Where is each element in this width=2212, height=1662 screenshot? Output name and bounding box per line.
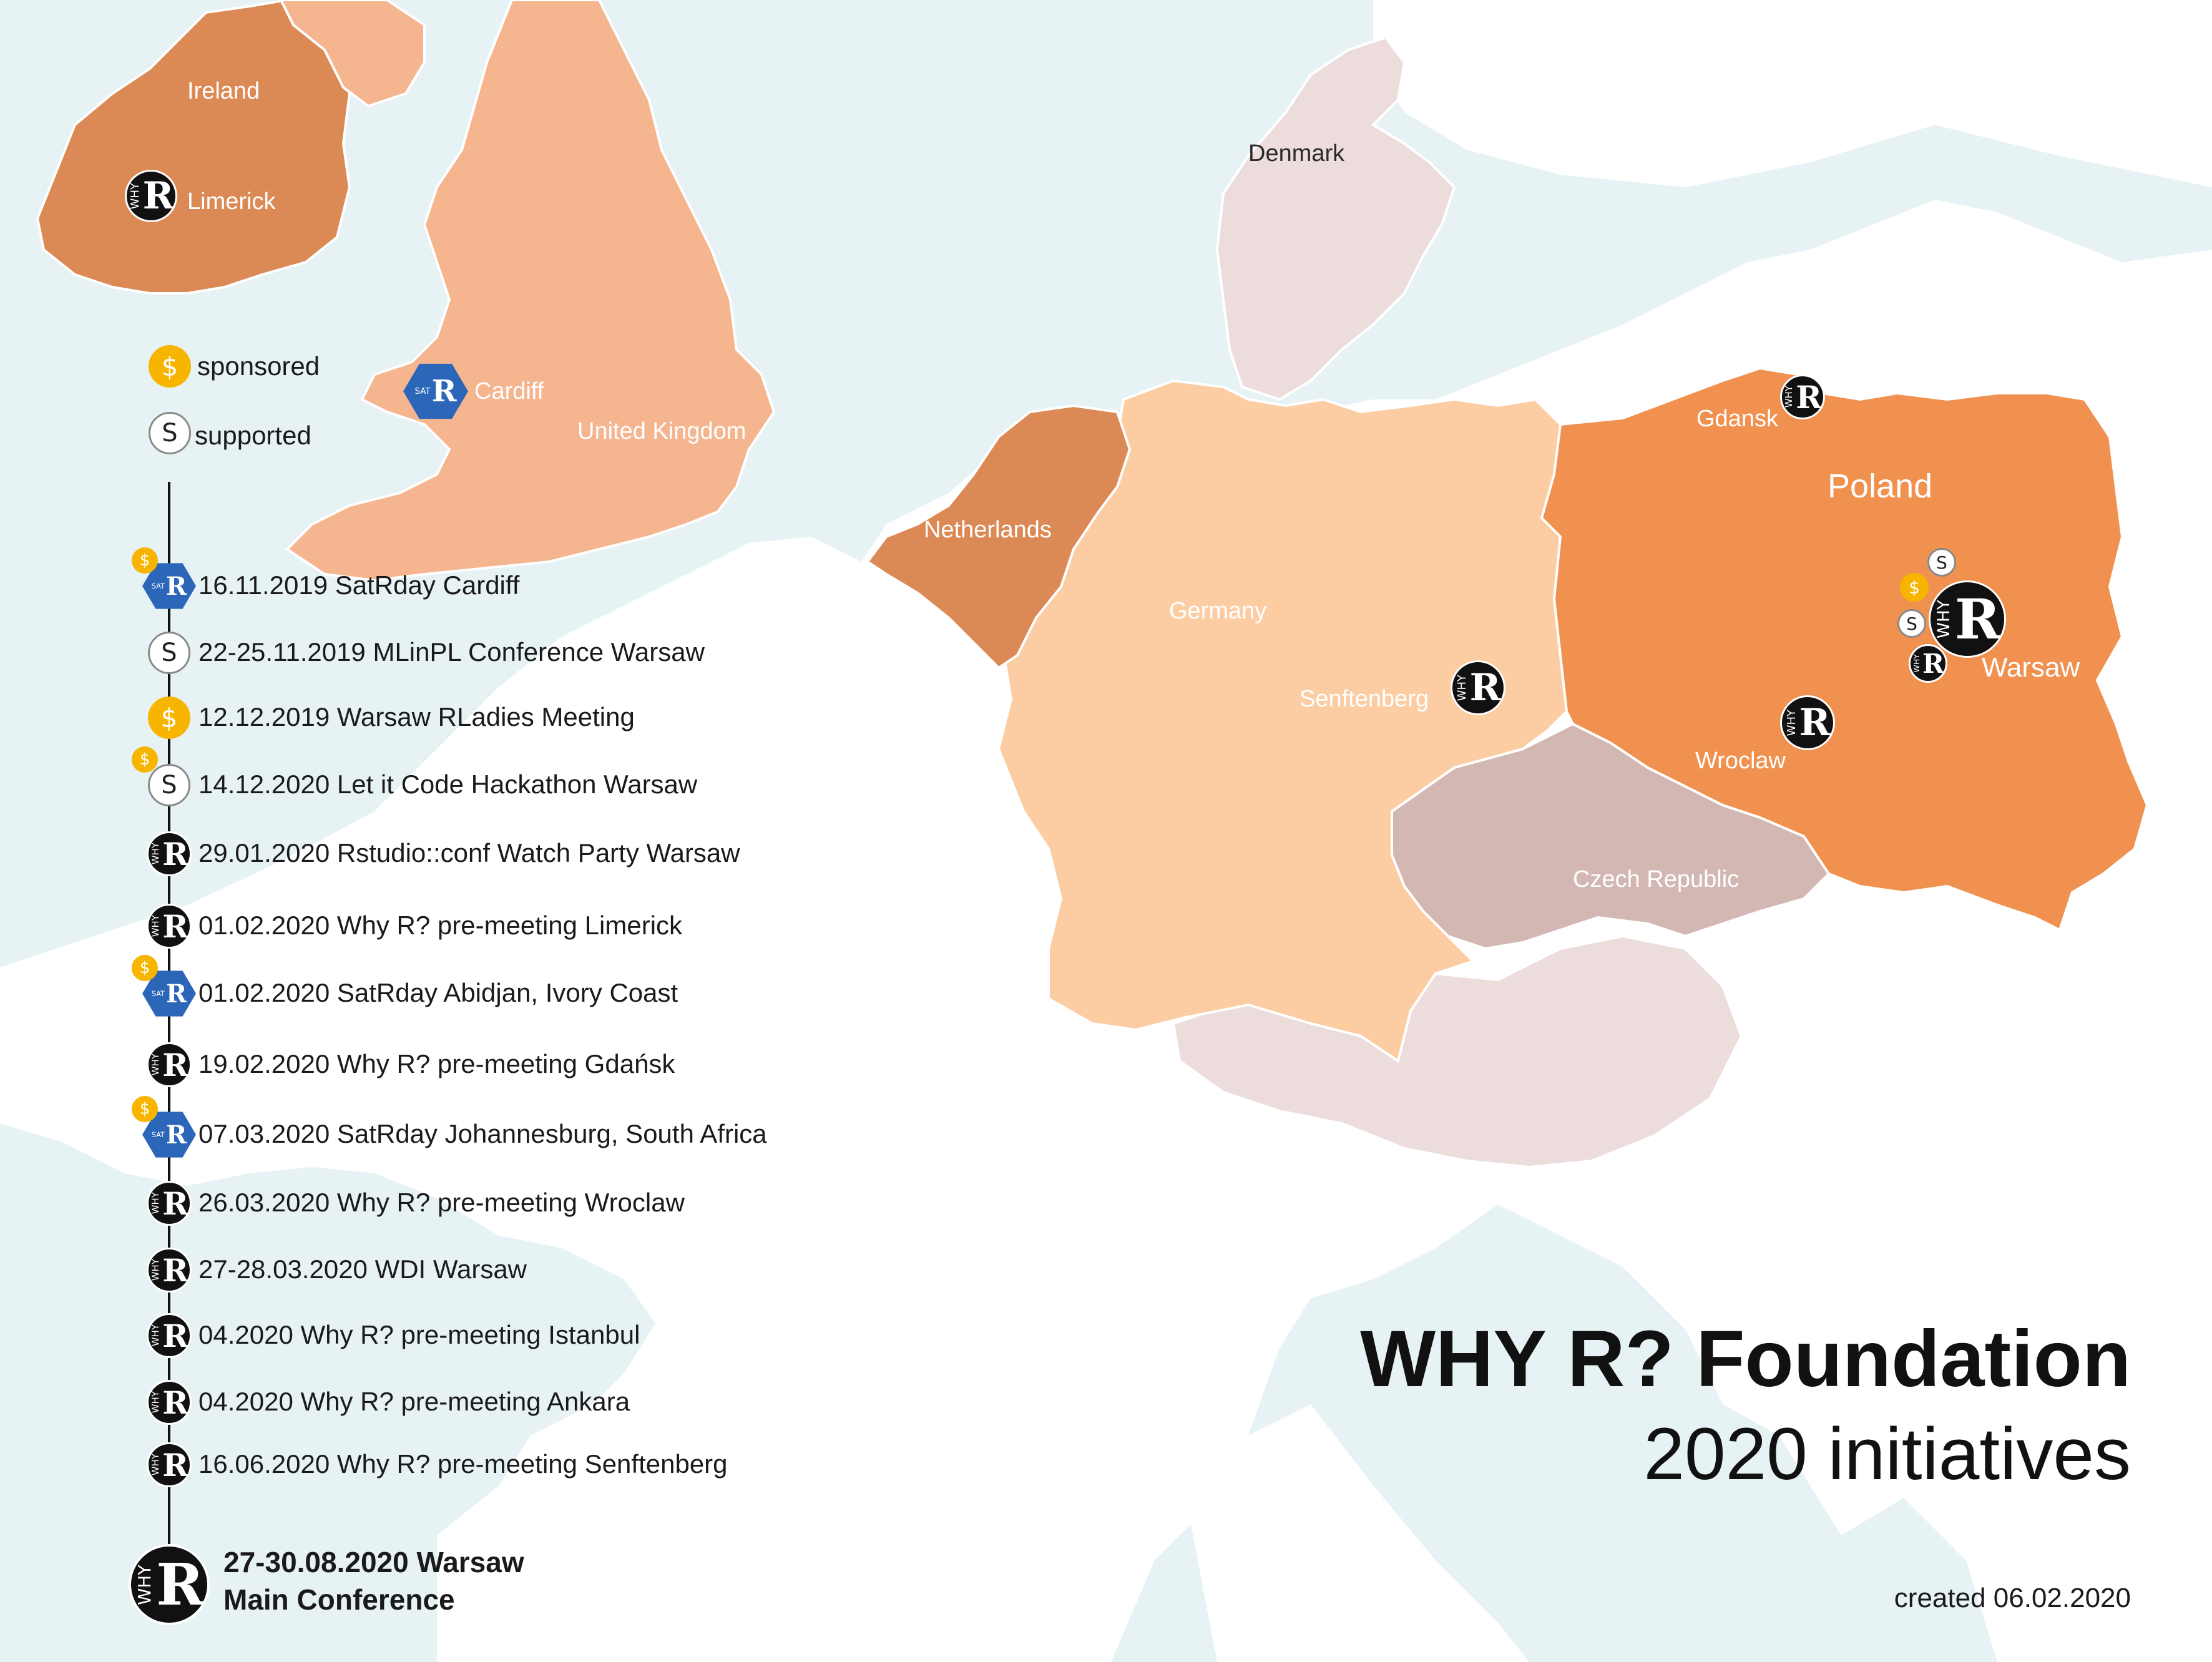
- timeline-entry: 22-25.11.2019 MLinPL Conference Warsaw: [198, 637, 705, 667]
- whyr-icon: WHY R: [147, 1248, 192, 1293]
- timeline-entry: 16.06.2020 Why R? pre-meeting Senftenber…: [198, 1449, 728, 1479]
- created-date: created 06.02.2020: [1894, 1583, 2131, 1613]
- supported-legend-icon: S: [149, 412, 191, 454]
- label-uk: United Kingdom: [577, 418, 746, 444]
- timeline-entry: 04.2020 Why R? pre-meeting Istanbul: [198, 1320, 640, 1349]
- timeline-entry: 07.03.2020 SatRday Johannesburg, South A…: [198, 1119, 767, 1148]
- supported-marker-warsaw-2: S: [1897, 609, 1926, 638]
- netherlands-shape: [866, 404, 1132, 670]
- supported-marker-warsaw-1: S: [1927, 548, 1956, 577]
- legend-sponsored: sponsored: [197, 351, 320, 381]
- legend-supported: supported: [195, 421, 311, 450]
- sponsored-icon: $: [148, 697, 190, 739]
- denmark-shape: [1215, 36, 1456, 401]
- supported-icon: S: [148, 764, 190, 806]
- timeline-entry: 01.02.2020 Why R? pre-meeting Limerick: [198, 911, 683, 940]
- northern-ireland-shape: [279, 0, 426, 108]
- label-denmark: Denmark: [1248, 140, 1345, 167]
- label-czech-republic: Czech Republic: [1573, 866, 1740, 892]
- timeline-entry: 27-28.03.2020 WDI Warsaw: [198, 1254, 527, 1284]
- whyr-icon: WHY R: [147, 1042, 192, 1087]
- label-poland: Poland: [1828, 467, 1933, 505]
- timeline-entry: 16.11.2019 SatRday Cardiff: [198, 570, 520, 600]
- label-ireland: Ireland: [187, 78, 260, 104]
- great-britain-shape: [285, 0, 776, 582]
- poland-shape: [1540, 366, 2149, 932]
- main-conference-date: 27-30.08.2020 Warsaw: [223, 1546, 524, 1578]
- whyr-icon: WHY R: [147, 831, 192, 876]
- timeline-entry: 14.12.2020 Let it Code Hackathon Warsaw: [198, 770, 698, 799]
- label-limerick: Limerick: [187, 188, 276, 215]
- timeline-entry: 26.03.2020 Why R? pre-meeting Wroclaw: [198, 1188, 685, 1217]
- sponsored-badge-icon: $: [132, 746, 158, 773]
- ireland-shape: [36, 0, 351, 295]
- whyr-icon: WHY R: [147, 1380, 192, 1425]
- whyr-icon: WHY R: [147, 1442, 192, 1487]
- sponsored-badge-icon: $: [132, 955, 158, 981]
- germany-shape: [997, 379, 1568, 1063]
- sponsored-legend-icon: $: [149, 345, 191, 388]
- label-warsaw: Warsaw: [1982, 652, 2080, 683]
- sponsored-badge-icon: $: [132, 1096, 158, 1122]
- main-conference-whyr-icon: WHY R: [129, 1544, 210, 1625]
- whyr-marker-wroclaw: WHY R: [1780, 695, 1835, 750]
- italy-land: [1186, 1404, 1529, 1662]
- whyr-marker-warsaw: WHY R: [1929, 580, 2006, 658]
- label-senftenberg: Senftenberg: [1299, 686, 1429, 712]
- whyr-icon: WHY R: [147, 1181, 192, 1226]
- supported-icon: S: [148, 632, 190, 674]
- sponsored-badge-icon: $: [132, 547, 158, 574]
- title-line2: 2020 initiatives: [1643, 1413, 2131, 1495]
- whyr-marker-warsaw-small: WHY R: [1909, 644, 1947, 683]
- label-netherlands: Netherlands: [924, 517, 1052, 543]
- label-germany: Germany: [1169, 598, 1267, 624]
- whyr-icon: WHY R: [147, 1313, 192, 1358]
- timeline-entry: 04.2020 Why R? pre-meeting Ankara: [198, 1387, 630, 1416]
- whyr-marker-gdansk: WHY R: [1780, 374, 1825, 419]
- whyr-marker-limerick: WHY R: [125, 170, 177, 222]
- timeline-entry: 01.02.2020 SatRday Abidjan, Ivory Coast: [198, 978, 678, 1007]
- timeline-entry: 29.01.2020 Rstudio::conf Watch Party War…: [198, 838, 740, 868]
- timeline-entry: 19.02.2020 Why R? pre-meeting Gdańsk: [198, 1049, 675, 1078]
- label-wroclaw: Wroclaw: [1695, 748, 1786, 774]
- label-cardiff: Cardiff: [474, 378, 544, 404]
- sponsored-marker-warsaw: $: [1900, 573, 1929, 602]
- title-line1: WHY R? Foundation: [1360, 1314, 2131, 1404]
- whyr-icon: WHY R: [147, 904, 192, 949]
- timeline-entry: 12.12.2019 Warsaw RLadies Meeting: [198, 702, 635, 731]
- scandinavia-land: [1373, 0, 2212, 187]
- main-conference-label: Main Conference: [223, 1583, 455, 1616]
- label-gdansk: Gdansk: [1696, 406, 1778, 432]
- whyr-marker-senftenberg: WHY R: [1451, 660, 1505, 715]
